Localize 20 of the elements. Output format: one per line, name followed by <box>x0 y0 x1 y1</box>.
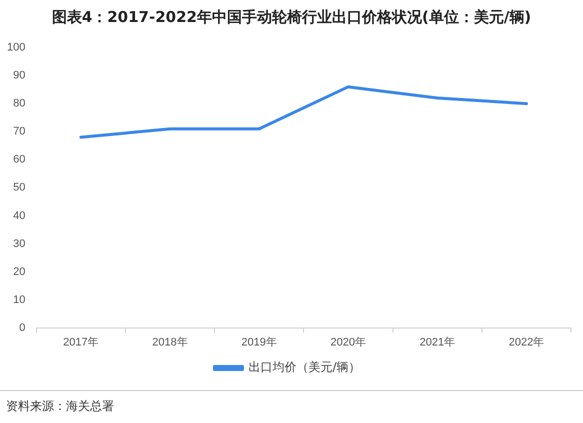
y-tick-label: 0 <box>19 322 26 334</box>
x-tick-label: 2019年 <box>241 336 277 348</box>
x-tick-label: 2017年 <box>63 336 99 348</box>
y-tick-label: 50 <box>13 182 26 194</box>
y-tick-label: 20 <box>13 266 26 278</box>
y-tick-label: 100 <box>6 42 26 54</box>
y-tick-label: 70 <box>13 126 26 138</box>
y-tick-label: 30 <box>13 238 26 250</box>
y-tick-label: 90 <box>13 70 26 82</box>
y-tick-label: 10 <box>13 294 26 306</box>
x-tick-label: 2022年 <box>508 336 544 348</box>
y-tick-label: 60 <box>13 154 26 166</box>
text: 资料来源：海关总署 <box>6 398 114 415</box>
x-tick-label: 2018年 <box>152 336 188 348</box>
y-tick-label: 80 <box>13 98 26 110</box>
chart-title: 图表4：2017-2022年中国手动轮椅行业出口价格状况(单位：美元/辆) <box>50 8 532 27</box>
legend-label: 出口均价（美元/辆） <box>248 360 361 374</box>
x-tick-label: 2020年 <box>330 336 366 348</box>
x-tick-label: 2021年 <box>420 336 456 348</box>
y-tick-label: 40 <box>13 210 26 222</box>
